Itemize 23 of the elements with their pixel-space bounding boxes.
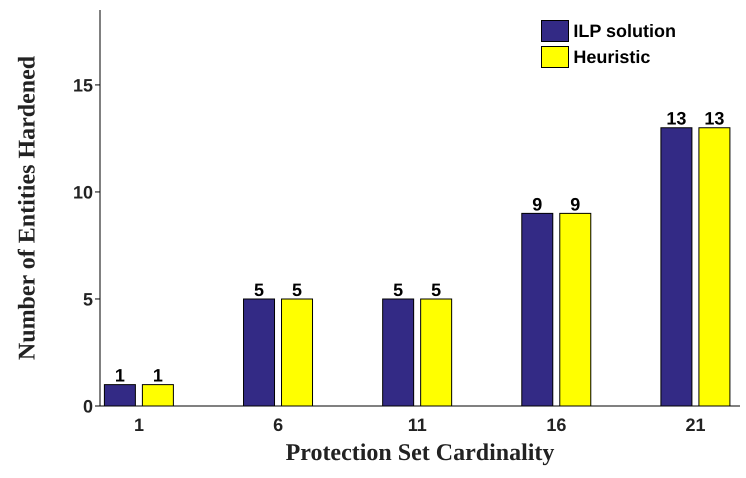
x-tick-label: 11	[408, 414, 427, 435]
y-tick-label: 5	[82, 289, 93, 310]
data-label: 9	[532, 194, 542, 214]
x-tick-label: 6	[273, 414, 284, 435]
y-tick-label: 0	[82, 396, 93, 416]
data-label: 5	[393, 280, 404, 300]
data-label: 13	[666, 108, 686, 129]
x-tick-label: 16	[546, 414, 566, 435]
legend-label: Heuristic	[573, 46, 650, 68]
x-tick-label: 21	[685, 414, 706, 435]
data-label: 5	[254, 280, 264, 300]
data-label: 13	[704, 108, 724, 129]
data-label: 5	[431, 280, 442, 300]
y-axis-title: Number of Entities Hardened	[14, 55, 41, 360]
y-tick-label: 15	[72, 75, 93, 96]
x-axis-title: Protection Set Cardinality	[286, 440, 554, 466]
data-label: 1	[152, 366, 163, 386]
y-tick-label: 10	[72, 182, 93, 202]
legend-label: ILP solution	[573, 20, 676, 42]
data-label: 1	[114, 366, 125, 386]
x-tick-label: 1	[134, 414, 144, 435]
data-label: 9	[570, 194, 580, 214]
data-label: 5	[292, 280, 302, 300]
